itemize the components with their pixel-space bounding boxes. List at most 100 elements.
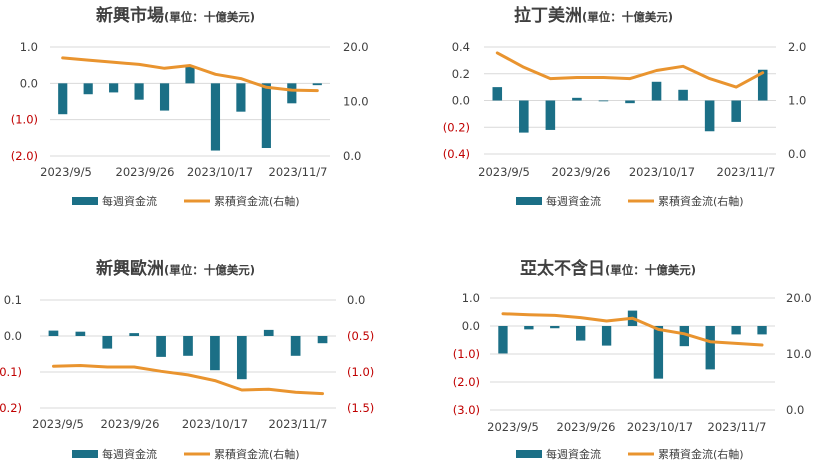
legend-bar-swatch: [516, 450, 542, 458]
right-axis-tick: 10.0: [786, 347, 812, 361]
left-axis-tick: (1.0): [11, 113, 38, 127]
weekly-flow-bar: [312, 83, 322, 86]
panel-1: 新興市場(單位：十億美元) 1.0 0.0 (1.0) (2.0) 20.0 10.0 0.0…: [11, 5, 369, 208]
weekly-flow-bar: [236, 83, 246, 112]
panel-2: 拉丁美洲(單位：十億美元) 0.4 0.2 0.0 (0.2) (0.4) 2.0 1.0 0.…: [443, 5, 807, 208]
right-axis-tick: 0.0: [786, 403, 804, 417]
left-axis-tick: 0.0: [452, 94, 470, 108]
legend-line-label: 累積資金流(右軸): [214, 447, 300, 461]
weekly-flow-bar: [524, 326, 534, 330]
weekly-flow-bar: [48, 330, 59, 336]
weekly-flow-bar: [210, 83, 221, 151]
legend: 每週資金流 累積資金流(右軸): [516, 194, 744, 208]
panel-title-main: 拉丁美洲: [514, 5, 582, 26]
cumulative-flow-line: [501, 312, 764, 347]
weekly-flow-bar: [134, 83, 144, 100]
weekly-flow-bar: [651, 81, 662, 101]
left-axis-tick: (1.0): [453, 347, 480, 361]
legend-bar-swatch: [72, 197, 98, 205]
x-axis-tick: 2023/9/5: [478, 165, 530, 179]
x-axis-tick: 2023/11/7: [708, 420, 767, 434]
panel-title-main: 新興市場: [96, 5, 164, 26]
panel-4: 亞太不含日(單位：十億美元) 1.0 0.0 (1.0) (2.0) (3.0) 20.0 1…: [453, 258, 812, 461]
x-axis-tick: 2023/10/17: [187, 165, 253, 179]
panel-title-unit: (單位：十億美元): [164, 263, 255, 277]
left-axis-tick: (3.0): [453, 403, 480, 417]
left-axis-tick: 0.0: [462, 319, 480, 333]
cumulative-flow-line: [52, 364, 324, 396]
right-axis-tick: 20.0: [786, 291, 812, 305]
legend-bar-label: 每週資金流: [546, 194, 601, 208]
weekly-flow-bar: [545, 100, 556, 130]
left-axis-tick: 1.0: [20, 40, 38, 54]
left-axis-tick: (0.2): [443, 120, 470, 134]
weekly-flow-bar: [261, 83, 271, 149]
weekly-flow-bar: [572, 97, 582, 101]
x-axis-tick: 2023/9/5: [487, 420, 539, 434]
legend-line-label: 累積資金流(右軸): [658, 447, 744, 461]
legend-bar-label: 每週資金流: [102, 447, 157, 461]
cumulative-flow-line: [61, 56, 319, 93]
x-axis-tick: 2023/9/26: [557, 420, 616, 434]
right-axis-tick: 1.0: [788, 94, 806, 108]
panel-title: 新興市場(單位：十億美元): [96, 5, 255, 26]
panel-title-unit: (單位：十億美元): [605, 263, 696, 277]
right-axis-tick: 0.0: [788, 147, 806, 161]
weekly-flow-bar: [601, 326, 612, 346]
weekly-flow-bar: [704, 100, 715, 132]
right-axis-tick: 0.0: [343, 149, 361, 163]
panel-title: 新興歐洲(單位：十億美元): [96, 258, 255, 279]
weekly-flow-bar: [129, 333, 140, 336]
weekly-flow-bar: [550, 326, 560, 329]
panel-title: 亞太不含日(單位：十億美元): [520, 258, 696, 279]
x-axis-tick: 2023/9/26: [552, 165, 611, 179]
weekly-flow-bar: [519, 100, 529, 133]
x-axis-tick: 2023/11/7: [717, 165, 776, 179]
weekly-flow-bar: [236, 336, 247, 380]
right-axis-tick: 0.0: [347, 293, 365, 307]
legend-bar-label: 每週資金流: [102, 194, 157, 208]
legend: 每週資金流 累積資金流(右軸): [72, 447, 300, 461]
x-axis-tick: 2023/9/26: [116, 165, 175, 179]
weekly-flow-bar: [156, 336, 166, 357]
x-axis-tick: 2023/10/17: [629, 165, 695, 179]
weekly-flow-bar: [185, 66, 195, 84]
weekly-flow-bar: [83, 83, 93, 95]
weekly-flow-bar: [210, 336, 220, 371]
weekly-flow-bar: [576, 326, 586, 341]
legend-line-label: 累積資金流(右軸): [658, 194, 744, 208]
weekly-flow-bar: [290, 336, 301, 356]
legend: 每週資金流 累積資金流(右軸): [72, 194, 300, 208]
weekly-flow-bar: [58, 83, 68, 115]
weekly-flow-bar: [287, 83, 297, 104]
weekly-flow-bar: [498, 326, 508, 354]
left-axis-tick: 0.2: [452, 67, 470, 81]
left-axis-tick: (2.0): [453, 375, 480, 389]
x-axis-tick: 2023/11/7: [269, 165, 328, 179]
weekly-flow-bar: [75, 331, 86, 336]
weekly-flow-bar: [598, 100, 609, 102]
cumulative-flow-line: [495, 51, 765, 89]
weekly-flow-bar: [625, 100, 635, 104]
right-axis-tick: (1.5): [347, 401, 374, 415]
weekly-flow-bar: [317, 336, 328, 344]
right-axis-tick: (1.0): [347, 365, 374, 379]
panel-3: 新興歐洲(單位：十億美元) 0.1 0.0 (0.1) (0.2) 0.0 (0.5) (1.…: [0, 258, 374, 461]
x-axis-tick: 2023/10/17: [627, 420, 693, 434]
legend-line-label: 累積資金流(右軸): [214, 194, 300, 208]
left-axis-tick: 0.4: [452, 40, 470, 54]
panel-title-unit: (單位：十億美元): [582, 10, 673, 24]
legend: 每週資金流 累積資金流(右軸): [516, 447, 744, 461]
left-axis-tick: 0.0: [4, 329, 22, 343]
left-axis-tick: (0.1): [0, 365, 22, 379]
x-axis-tick: 2023/10/17: [182, 417, 248, 431]
left-axis-tick: (0.2): [0, 401, 22, 415]
weekly-flow-bar: [102, 336, 113, 349]
x-axis-tick: 2023/9/5: [32, 417, 84, 431]
panel-title-unit: (單位：十億美元): [164, 10, 255, 24]
weekly-flow-bar: [757, 326, 767, 335]
right-axis-tick: (0.5): [347, 329, 374, 343]
right-axis-tick: 2.0: [788, 40, 806, 54]
weekly-flow-bar: [679, 326, 689, 347]
